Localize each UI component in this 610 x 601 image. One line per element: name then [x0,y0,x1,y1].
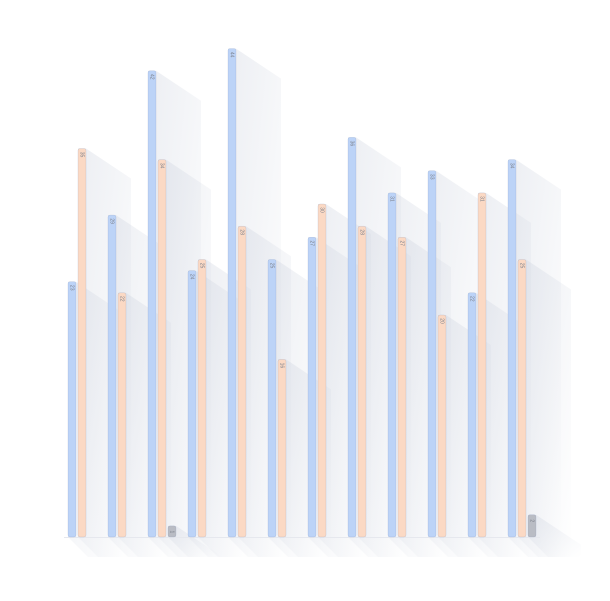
value-label: 1 [169,531,175,534]
value-label: 34 [509,163,515,169]
bar-shadow [278,359,331,557]
bar-shadow [198,259,251,557]
bar-shadow [518,259,571,557]
bar [477,192,487,538]
bar [187,270,197,538]
bar [237,225,247,538]
bar-shadow [528,514,581,557]
value-label: 33 [429,174,435,180]
value-label: 29 [109,218,115,224]
value-label: 31 [389,196,395,202]
value-label: 44 [229,52,235,58]
bar-shadow [358,226,411,557]
value-label: 27 [399,241,405,247]
bar [107,214,117,538]
bar-shadow [238,226,291,557]
bar [117,292,127,538]
bar-shadow [478,192,531,557]
bar [67,281,77,538]
value-label: 34 [159,163,165,169]
bar [147,70,157,538]
value-label: 31 [479,196,485,202]
bar-shadow [168,525,221,557]
value-label: 25 [519,263,525,269]
value-label: 30 [319,207,325,213]
bar-shadow [318,204,371,557]
value-label: 28 [239,229,245,235]
bar [307,237,317,538]
value-label: 42 [149,74,155,80]
value-label: 25 [199,263,205,269]
value-label: 25 [269,263,275,269]
bar [387,192,397,538]
bar [427,170,437,538]
bar [197,259,207,538]
bar [357,225,367,538]
bar [527,514,537,538]
bar [437,314,447,538]
bar [267,259,277,538]
value-label: 24 [189,274,195,280]
bar [467,292,477,538]
bar-shadow [78,148,131,557]
bar [277,359,287,538]
bar-shadow [398,237,451,558]
bar [227,48,237,538]
value-label: 16 [279,363,285,369]
value-label: 22 [469,296,475,302]
value-label: 36 [349,141,355,147]
value-label: 28 [359,229,365,235]
value-label: 22 [119,296,125,302]
value-label: 23 [69,285,75,291]
bar [347,137,357,538]
value-label: 35 [79,152,85,158]
bar-shadow [118,292,171,557]
bar [317,203,327,538]
bar [77,148,87,538]
value-label: 20 [439,318,445,324]
bar [397,237,407,538]
bar [167,525,177,538]
value-label: 27 [309,241,315,247]
bar [507,159,517,538]
value-label: 2 [529,519,535,522]
bar [517,259,527,538]
bar-shadow [438,315,491,557]
bar-shadow [158,159,211,557]
bar [157,159,167,538]
